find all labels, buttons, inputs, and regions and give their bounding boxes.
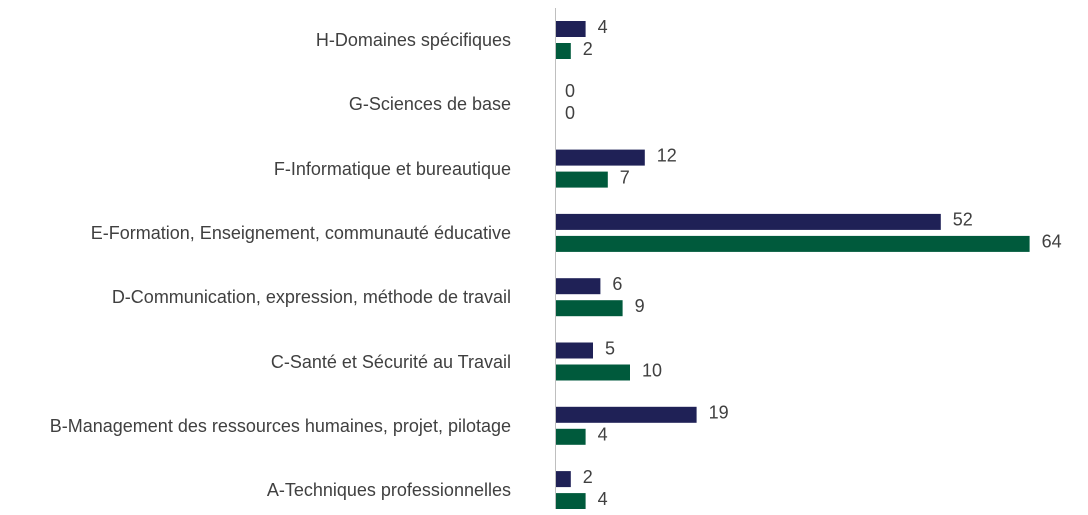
bar (556, 364, 630, 381)
data-label: 4 (598, 425, 608, 445)
category-label: A-Techniques professionnelles (266, 480, 511, 501)
category-label-box: E-Formation, Enseignement, communauté éd… (0, 208, 533, 258)
bar (556, 149, 645, 166)
bar (556, 342, 593, 359)
data-label: 0 (565, 103, 575, 123)
data-label: 2 (583, 467, 593, 487)
category-label-box: B-Management des ressources humaines, pr… (0, 401, 533, 451)
data-label: 4 (598, 17, 608, 37)
data-label: 0 (565, 81, 575, 101)
category-label: F-Informatique et bureautique (273, 158, 511, 179)
bar (556, 171, 608, 188)
category-label: G-Sciences de base (348, 94, 511, 115)
data-label: 7 (620, 167, 630, 187)
bar (556, 235, 1030, 252)
bar (556, 406, 697, 423)
category-label-box: G-Sciences de base (0, 79, 533, 129)
bar (556, 21, 586, 37)
data-label: 19 (709, 403, 729, 423)
category-label: B-Management des ressources humaines, pr… (49, 415, 511, 436)
bar (556, 428, 586, 445)
data-label: 52 (953, 210, 973, 230)
data-label: 2 (583, 39, 593, 59)
data-label: 64 (1042, 232, 1062, 252)
category-label-box: C-Santé et Sécurité au Travail (0, 337, 533, 387)
category-label: H-Domaines spécifiques (315, 30, 511, 50)
category-label-box: D-Communication, expression, méthode de … (0, 272, 533, 322)
data-label: 5 (605, 338, 615, 358)
bar (556, 278, 601, 295)
category-label-box: F-Informatique et bureautique (0, 144, 533, 194)
data-label: 10 (642, 360, 662, 380)
data-label: 6 (612, 274, 622, 294)
category-label-box: H-Domaines spécifiques (0, 15, 533, 65)
category-label: C-Santé et Sécurité au Travail (270, 351, 511, 372)
category-label: D-Communication, expression, méthode de … (111, 287, 511, 308)
bar (556, 43, 571, 59)
bar (556, 493, 586, 509)
data-label: 12 (657, 145, 677, 165)
bar (556, 471, 571, 488)
category-label: E-Formation, Enseignement, communauté éd… (90, 222, 511, 243)
bar (556, 213, 941, 230)
category-label-box: A-Techniques professionnelles (0, 465, 533, 515)
bar (556, 300, 623, 317)
data-label: 4 (598, 489, 608, 509)
data-label: 9 (635, 296, 645, 316)
